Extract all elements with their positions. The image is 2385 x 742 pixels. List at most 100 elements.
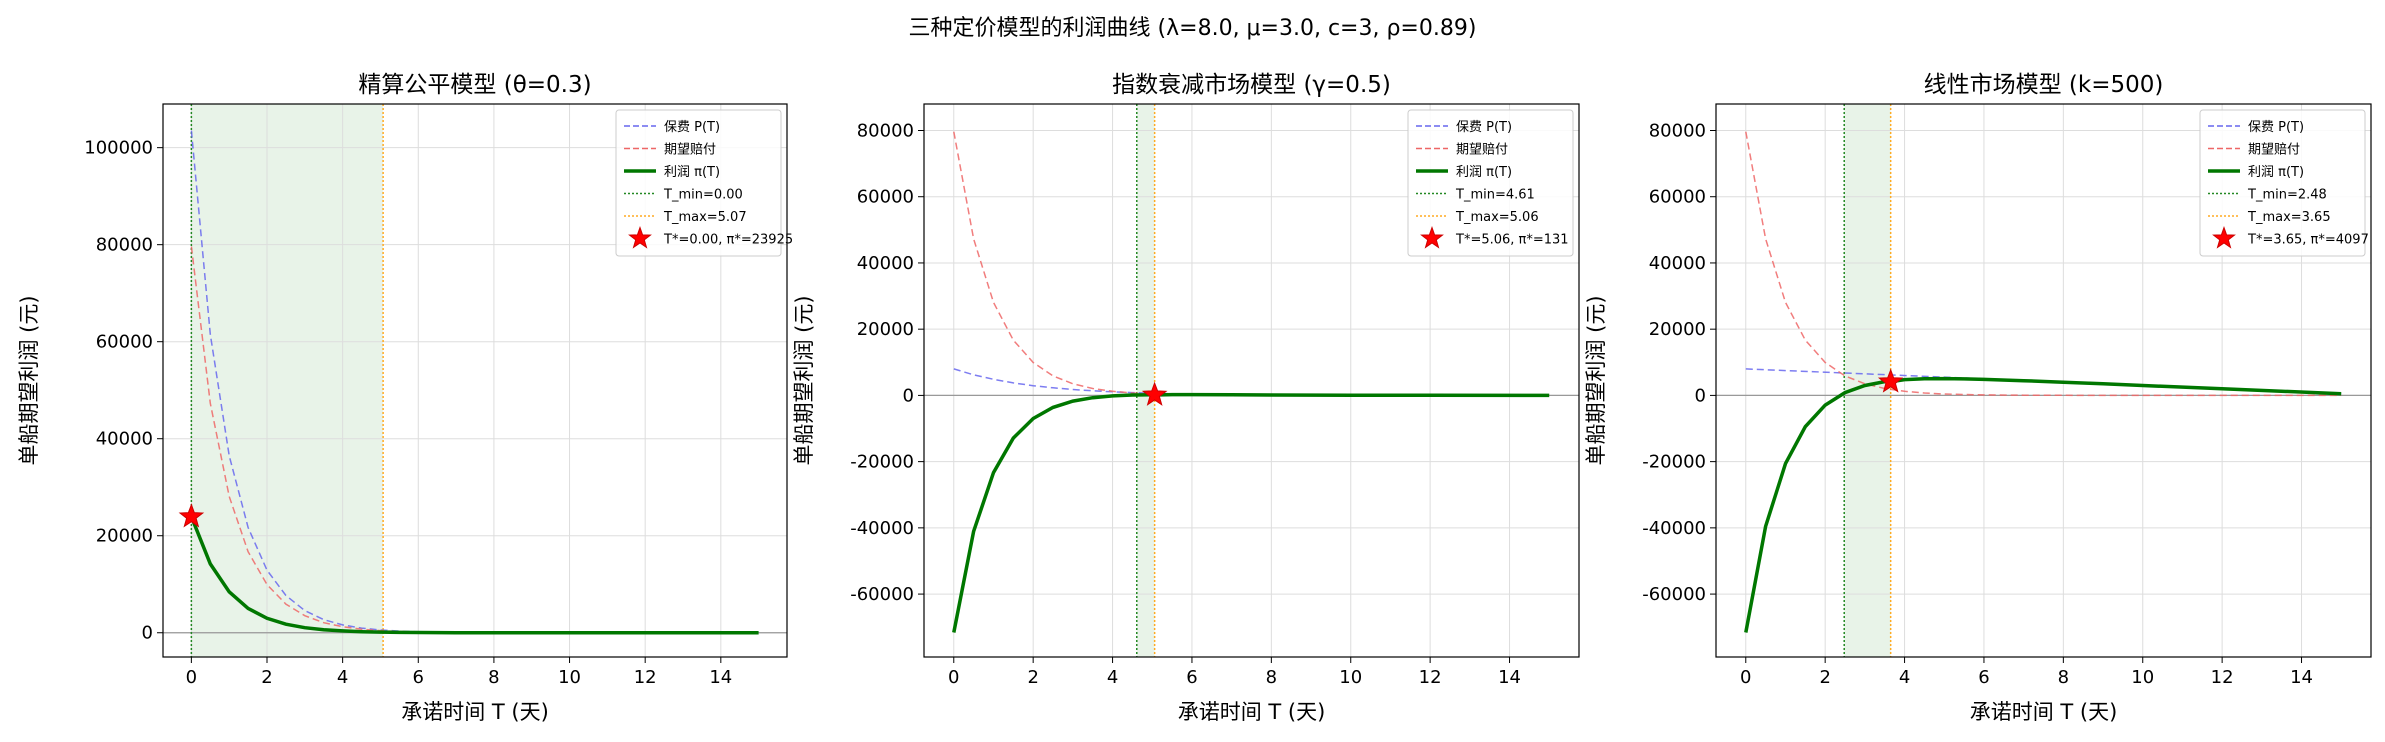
legend-label: 利润 π(T): [1456, 165, 1512, 180]
y-tick-label: -60000: [850, 584, 914, 605]
legend-label: 利润 π(T): [664, 165, 720, 180]
legend-star: [2212, 225, 2236, 249]
feasible-region: [191, 104, 384, 657]
x-tick-label: 2: [261, 667, 272, 688]
y-tick-label: 80000: [1649, 120, 1706, 141]
y-tick-label: 40000: [1649, 253, 1706, 274]
x-tick-label: 6: [1186, 667, 1197, 688]
legend-label: T_min=2.48: [2247, 188, 2327, 203]
series-line-2: [1745, 131, 2342, 397]
series-line-1: [953, 368, 1550, 397]
y-axis-label: 单船期望利润 (元): [1584, 295, 1608, 465]
y-tick-label: 60000: [1649, 187, 1706, 208]
y-tick-label: -40000: [850, 518, 914, 539]
x-tick-label: 12: [634, 667, 657, 688]
x-tick-label: 12: [2211, 667, 2234, 688]
x-tick-label: 4: [1107, 667, 1118, 688]
legend-label: 保费 P(T): [1456, 120, 1512, 135]
x-tick-label: 6: [1978, 667, 1989, 688]
x-tick-label: 12: [1419, 667, 1442, 688]
y-tick-label: 0: [1695, 385, 1706, 406]
y-tick-label: 0: [142, 623, 153, 644]
y-tick-label: -20000: [1642, 452, 1706, 473]
axes-frame: [923, 103, 1580, 658]
optimum-star: [178, 503, 205, 528]
legend-box: [2199, 109, 2366, 257]
x-tick-label: 8: [2058, 667, 2069, 688]
legend-star: [1420, 225, 1444, 249]
x-tick-label: 2: [1027, 667, 1038, 688]
y-tick-label: 80000: [857, 120, 914, 141]
series-line-1: [190, 130, 759, 634]
y-tick-label: 20000: [96, 526, 153, 547]
x-tick-label: 10: [2131, 667, 2154, 688]
series-line-3: [952, 392, 1550, 633]
y-tick-label: -40000: [1642, 518, 1706, 539]
y-tick-label: 20000: [1649, 319, 1706, 340]
x-tick-label: 10: [558, 667, 581, 688]
subplot-title: 指数衰减市场模型 (γ=0.5): [1112, 72, 1391, 98]
x-axis-label: 承诺时间 T (天): [401, 700, 549, 724]
legend-label: T*=5.06, π*=131: [1455, 233, 1569, 248]
subplot-title: 线性市场模型 (k=500): [1924, 72, 2164, 98]
legend-label: 保费 P(T): [664, 120, 720, 135]
x-tick-label: 4: [337, 667, 348, 688]
figure-suptitle: 三种定价模型的利润曲线 (λ=8.0, μ=3.0, c=3, ρ=0.89): [908, 16, 1477, 41]
series-group: [1744, 131, 2342, 633]
y-tick-label: 0: [903, 385, 914, 406]
legend-label: T_min=4.61: [1455, 188, 1535, 203]
y-tick-label: 40000: [96, 429, 153, 450]
axes-frame: [162, 103, 788, 658]
x-tick-label: 0: [186, 667, 197, 688]
series-group: [189, 130, 759, 635]
legend-label: 期望赔付: [664, 142, 716, 158]
axes-frame: [1715, 103, 2372, 658]
x-axis-label: 承诺时间 T (天): [1178, 700, 1326, 724]
legend-label: 利润 π(T): [2248, 165, 2304, 180]
legend-star: [628, 225, 652, 249]
series-group: [952, 131, 1550, 633]
subplot-2: 0 2 4 6 8 10 12 14 -60000 -40000 -20000 0 20000 40000…: [792, 72, 1580, 724]
legend-label: 期望赔付: [1456, 142, 1508, 158]
legend-label: T_max=5.06: [1455, 210, 1539, 225]
subplot-title: 精算公平模型 (θ=0.3): [358, 72, 591, 98]
y-tick-label: 60000: [857, 187, 914, 208]
x-tick-label: 0: [1740, 667, 1751, 688]
y-tick-label: 20000: [857, 319, 914, 340]
x-tick-label: 2: [1819, 667, 1830, 688]
legend-label: T_min=0.00: [663, 188, 743, 203]
optimum-star: [1877, 368, 1904, 393]
x-axis-label: 承诺时间 T (天): [1970, 700, 2118, 724]
x-tick-label: 14: [2290, 667, 2313, 688]
x-tick-label: 14: [709, 667, 732, 688]
x-tick-label: 6: [413, 667, 424, 688]
x-tick-label: 14: [1498, 667, 1521, 688]
y-tick-label: -60000: [1642, 584, 1706, 605]
legend-label: 保费 P(T): [2248, 120, 2304, 135]
feasible-region: [1136, 104, 1155, 657]
x-tick-label: 0: [948, 667, 959, 688]
legend-label: T*=0.00, π*=23925: [663, 233, 793, 248]
x-tick-label: 8: [488, 667, 499, 688]
x-tick-label: 10: [1339, 667, 1362, 688]
x-tick-label: 8: [1266, 667, 1277, 688]
legend-box: [1407, 109, 1574, 257]
y-tick-label: 80000: [96, 235, 153, 256]
series-line-3: [1744, 376, 2342, 633]
optimum-star: [1141, 381, 1168, 406]
legend-label: T_max=3.65: [2247, 210, 2331, 225]
legend-label: T_max=5.07: [663, 210, 747, 225]
y-tick-label: 100000: [84, 138, 153, 159]
y-tick-label: -20000: [850, 452, 914, 473]
subplot-1: 0 2 4 6 8 10 12 14 0 20000 40000 60000 80000 100000 精算…: [17, 72, 793, 724]
series-line-3: [189, 516, 759, 635]
y-tick-label: 60000: [96, 332, 153, 353]
legend-box: [615, 109, 782, 257]
subplot-3: 0 2 4 6 8 10 12 14 -60000 -40000 -20000 0 20000 40000…: [1584, 72, 2372, 724]
x-tick-label: 4: [1899, 667, 1910, 688]
legend-label: 期望赔付: [2248, 142, 2300, 158]
y-axis-label: 单船期望利润 (元): [792, 295, 816, 465]
